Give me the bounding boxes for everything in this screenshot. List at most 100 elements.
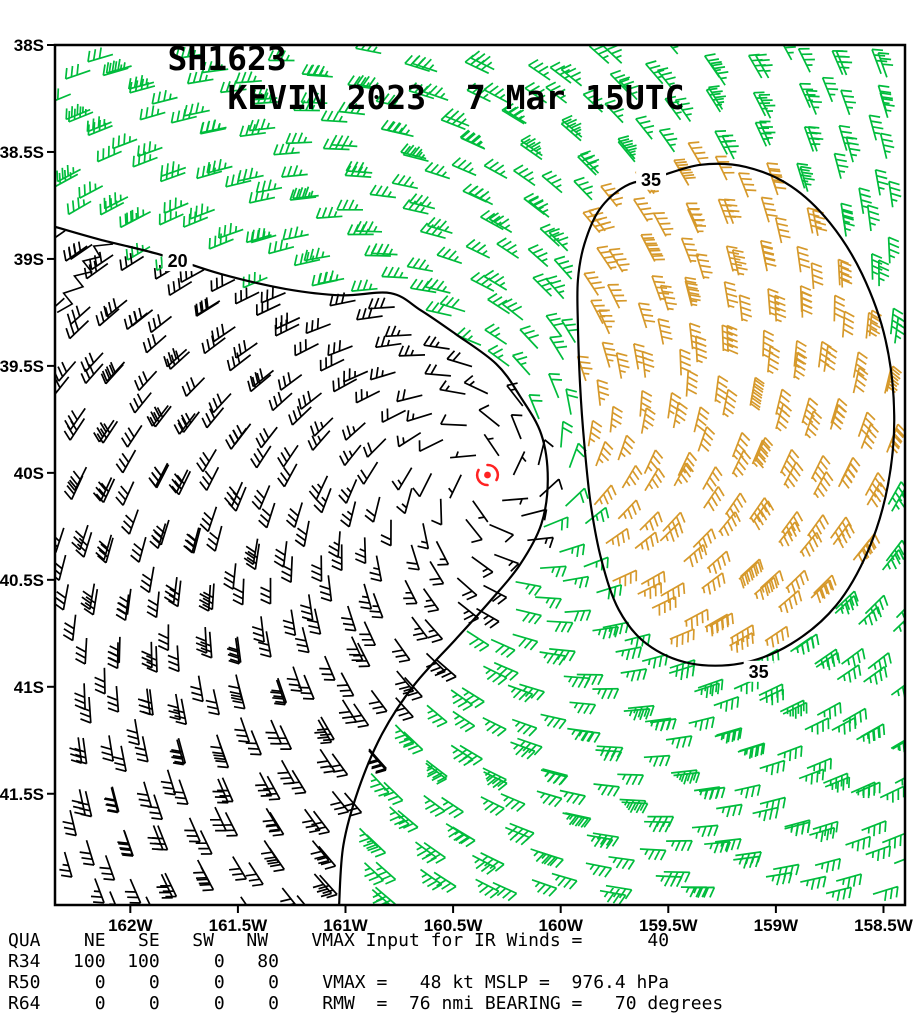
- wind-barb: [391, 638, 411, 663]
- wind-barb: [517, 737, 543, 756]
- wind-barb: [90, 878, 105, 904]
- wind-barb: [173, 412, 196, 435]
- wind-barb: [871, 48, 888, 75]
- wind-barb: [160, 161, 187, 178]
- wind-barb: [71, 524, 89, 551]
- wind-barb: [271, 677, 288, 704]
- wind-barb: [68, 241, 93, 261]
- wind-barb: [536, 790, 563, 808]
- wind-barb: [311, 555, 323, 583]
- wind-barb: [866, 482, 888, 508]
- wind-barb: [168, 469, 189, 494]
- y-tick-label-40.5S: 40.5S: [0, 571, 44, 590]
- wind-barb: [134, 370, 158, 391]
- wind-barb: [248, 189, 276, 204]
- wind-barb: [731, 450, 752, 478]
- wind-barb: [79, 839, 95, 866]
- wind-barb: [641, 350, 655, 378]
- wind-barb: [137, 141, 163, 158]
- wind-barb: [336, 672, 355, 698]
- wind-barb: [623, 708, 651, 721]
- wind-barb: [355, 220, 383, 233]
- wind-barb: [263, 775, 281, 801]
- wind-barb: [130, 536, 147, 563]
- wind-barb: [419, 222, 446, 240]
- wind-barb: [83, 588, 99, 616]
- wind-barb: [785, 569, 810, 594]
- wind-barb: [759, 239, 776, 267]
- wind-barb: [289, 187, 317, 201]
- wind-barb: [160, 872, 178, 898]
- wind-barb: [328, 531, 341, 558]
- wind-barb: [738, 561, 763, 589]
- wind-barb: [669, 628, 695, 648]
- wind-barb: [697, 678, 724, 695]
- wind-barb: [833, 294, 846, 322]
- wind-barb: [515, 580, 542, 596]
- wind-barb: [55, 230, 66, 239]
- wind-barb: [66, 197, 92, 216]
- wind-barb: [62, 810, 78, 837]
- x-tick-label-160W: 160W: [538, 916, 583, 935]
- wind-barb: [886, 427, 905, 454]
- wind-barb: [805, 89, 822, 115]
- coastline-fragment: [56, 243, 114, 314]
- wind-barb: [838, 124, 854, 151]
- wind-barb: [735, 851, 762, 865]
- wind-barb: [593, 484, 617, 506]
- wind-barb: [807, 125, 824, 152]
- wind-barb: [703, 486, 725, 512]
- wind-barb: [198, 584, 212, 612]
- wind-barb: [213, 742, 230, 769]
- wind-barb: [404, 54, 430, 73]
- x-tick-label-159W: 159W: [754, 916, 799, 935]
- wind-barb: [866, 204, 880, 232]
- wind-barb: [189, 203, 216, 220]
- plot-border: [53, 43, 907, 907]
- wind-barb: [260, 577, 272, 605]
- wind-barb: [270, 679, 287, 706]
- wind-barb: [235, 71, 262, 84]
- wind-barb: [779, 699, 805, 717]
- wind-barb: [355, 389, 381, 404]
- wind-barb: [245, 862, 264, 887]
- wind-barb: [211, 323, 236, 343]
- wind-barb: [268, 391, 293, 412]
- wind-barb: [778, 589, 803, 614]
- wind-barb: [810, 262, 824, 289]
- wind-barb: [277, 759, 296, 785]
- wind-barb: [115, 594, 130, 622]
- wind-barb: [201, 60, 229, 74]
- wind-barb: [463, 374, 489, 395]
- wind-barb: [857, 411, 876, 438]
- wind-barbs-layer: [55, 45, 905, 905]
- wind-barb: [666, 839, 693, 852]
- wind-barb: [208, 233, 234, 250]
- wind-barb: [381, 408, 406, 423]
- wind-barb: [369, 555, 383, 582]
- wind-barb: [363, 862, 385, 886]
- wind-barb: [387, 121, 414, 138]
- wind-barb: [64, 63, 91, 80]
- wind-barb: [147, 314, 173, 334]
- wind-barb: [408, 82, 435, 100]
- wind-barb: [655, 875, 683, 888]
- contour-line-20: [55, 225, 549, 905]
- wind-barb: [343, 368, 369, 383]
- wind-barb: [312, 873, 333, 898]
- wind-barb: [245, 227, 272, 244]
- wind-barb: [553, 255, 574, 280]
- wind-barb: [375, 861, 397, 885]
- wind-barb: [751, 439, 771, 468]
- wind-barb: [784, 819, 811, 835]
- wind-barb: [63, 243, 88, 262]
- wind-barb: [344, 165, 372, 178]
- wind-barb: [752, 500, 775, 531]
- wind-barb: [587, 419, 603, 447]
- wind-barb: [356, 74, 383, 90]
- wind-barb: [584, 506, 610, 525]
- wind-barb: [659, 284, 677, 311]
- wind-barb: [426, 704, 448, 728]
- wind-barb: [406, 257, 434, 273]
- wind-barb: [208, 393, 232, 414]
